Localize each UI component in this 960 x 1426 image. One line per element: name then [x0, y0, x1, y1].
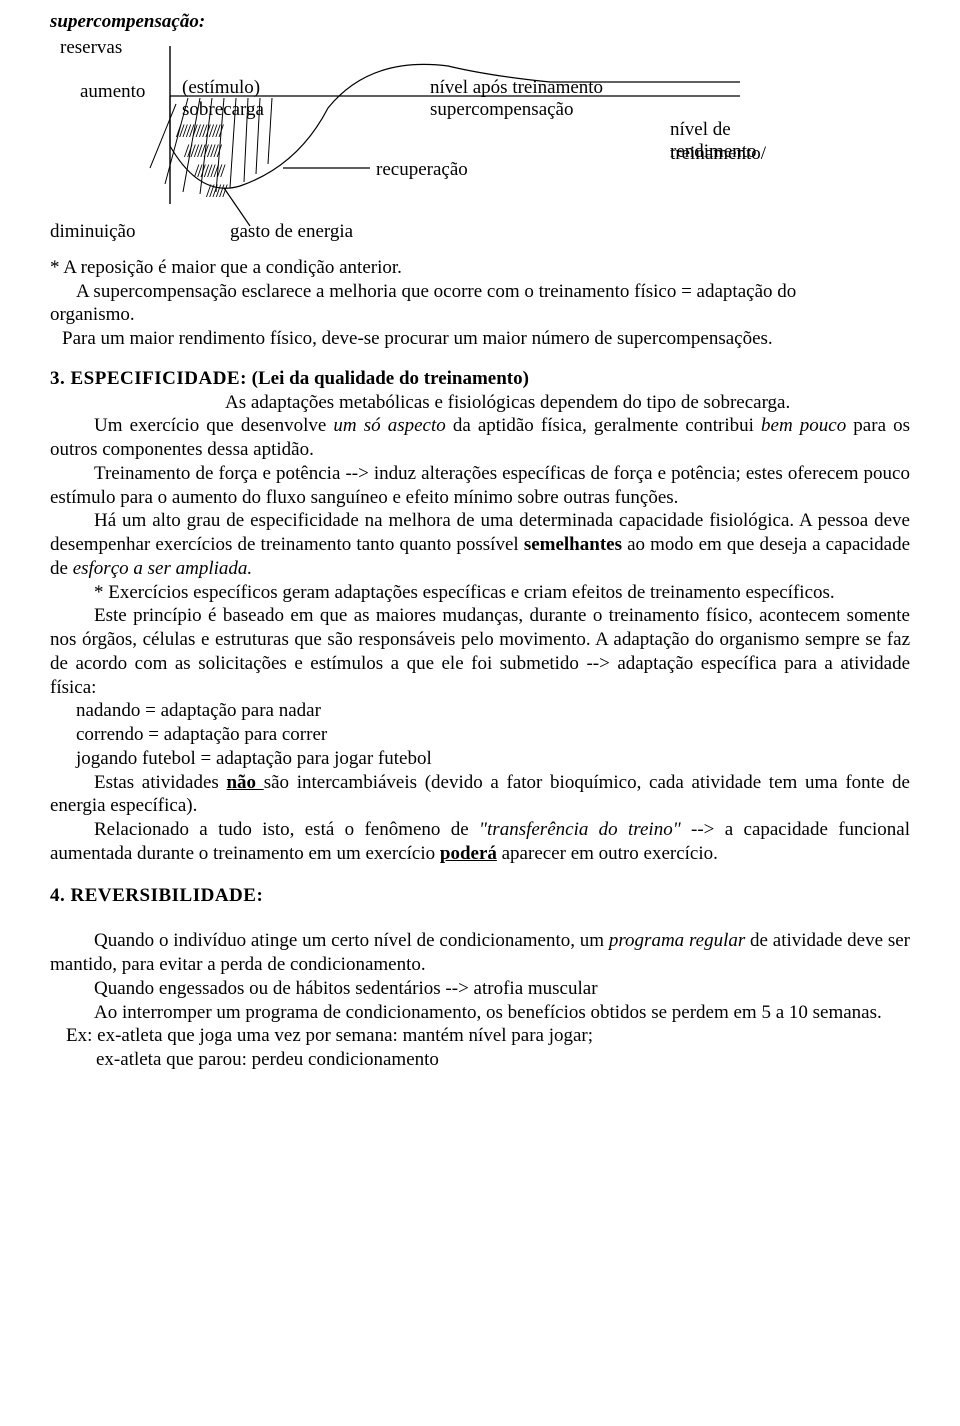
espec-l8a: Relacionado a tudo isto, está o fenômeno…: [94, 819, 479, 840]
label-sobrecarga: sobrecarga: [182, 98, 264, 122]
espec-l2a-em: um só aspecto: [333, 415, 445, 436]
revers-l2: Quando engessados ou de hábitos sedentár…: [50, 977, 910, 1001]
hatch-row-4: //////: [206, 180, 226, 204]
espec-l6: Este princípio é baseado em que as maior…: [50, 604, 910, 699]
espec-l4b-em: esforço a ser ampliada.: [73, 558, 252, 579]
revers-ex2: ex-atleta que parou: perdeu condicioname…: [50, 1048, 910, 1072]
label-diminuicao: diminuição: [50, 220, 135, 244]
revers-l1a: Quando o indivíduo atinge um certo nível…: [94, 930, 609, 951]
espec-l4a-b: semelhantes: [524, 534, 622, 555]
revers-header: 4. REVERSIBILIDADE:: [50, 884, 910, 908]
espec-l3: Treinamento de força e potência --> indu…: [50, 462, 910, 510]
espec-l8: Relacionado a tudo isto, está o fenômeno…: [50, 818, 910, 866]
label-gasto: gasto de energia: [230, 220, 353, 244]
espec-bul1: nadando = adaptação para nadar: [76, 699, 910, 723]
espec-l8-podera: poderá: [440, 843, 497, 864]
espec-l2b-em: bem pouco: [761, 415, 846, 436]
espec-l7: Estas atividades não são intercambiáveis…: [50, 771, 910, 819]
espec-l4: Há um alto grau de especificidade na mel…: [50, 509, 910, 580]
especificidade-heading: 3. ESPECIFICIDADE: (Lei da qualidade do …: [50, 367, 910, 391]
espec-l7a: Estas atividades: [94, 772, 226, 793]
espec-l2: Um exercício que desenvolve um só aspect…: [50, 414, 910, 462]
espec-l5: * Exercícios específicos geram adaptaçõe…: [50, 581, 910, 605]
label-aumento: aumento: [80, 80, 145, 104]
revers-l1: Quando o indivíduo atinge um certo nível…: [50, 929, 910, 977]
espec-l2a: Um exercício que desenvolve: [94, 415, 333, 436]
espec-l8-em: "transferência do treino": [479, 819, 681, 840]
page-title: supercompensação:: [50, 10, 910, 34]
label-recuperacao: recuperação: [376, 158, 468, 182]
p-reposicao: * A reposição é maior que a condição ant…: [50, 256, 910, 280]
revers-ex1: Ex: ex-atleta que joga uma vez por seman…: [50, 1024, 910, 1048]
espec-bul2: correndo = adaptação para correr: [76, 723, 910, 747]
espec-l1: As adaptações metabólicas e fisiológicas…: [50, 391, 910, 415]
label-estimulo: (estímulo): [182, 76, 260, 100]
especificidade-header-rest: (Lei da qualidade do treinamento): [247, 368, 529, 389]
espec-l2b: da aptidão física, geralmente contribui: [446, 415, 761, 436]
label-reservas: reservas: [60, 36, 122, 60]
label-supercomp: supercompensação: [430, 98, 574, 122]
p-supercomp-a: A supercompensação esclarece a melhoria …: [50, 280, 910, 304]
espec-bul3: jogando futebol = adaptação para jogar f…: [76, 747, 910, 771]
supercompensation-diagram: reservas aumento (estímulo) sobrecarga /…: [50, 36, 810, 246]
p-para-um: Para um maior rendimento físico, deve-se…: [50, 327, 910, 351]
revers-l1-em: programa regular: [609, 930, 745, 951]
espec-l7-nao: não: [226, 772, 263, 793]
label-nivel-apos: nível após treinamento: [430, 76, 603, 100]
p-supercomp-b: organismo.: [50, 303, 910, 327]
label-rendimento: rendimento: [670, 140, 757, 164]
especificidade-header: 3. ESPECIFICIDADE:: [50, 368, 247, 389]
espec-l8c: aparecer em outro exercício.: [497, 843, 718, 864]
revers-l3: Ao interromper um programa de condiciona…: [50, 1001, 910, 1025]
